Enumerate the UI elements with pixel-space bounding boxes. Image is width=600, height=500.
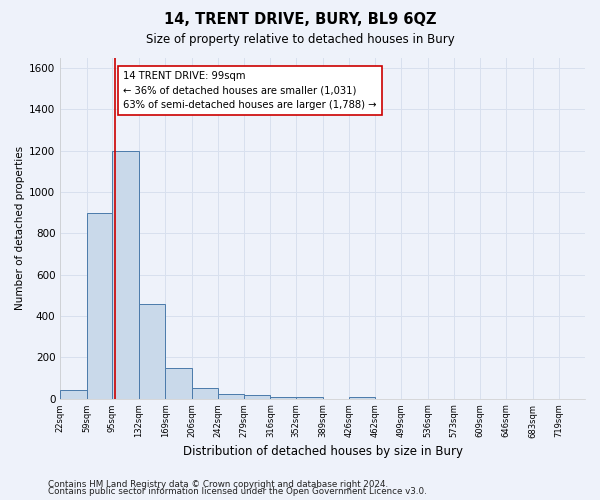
Bar xyxy=(166,368,192,398)
Bar xyxy=(112,150,139,398)
Bar xyxy=(192,388,218,398)
Y-axis label: Number of detached properties: Number of detached properties xyxy=(15,146,25,310)
Bar xyxy=(218,394,244,398)
Text: Size of property relative to detached houses in Bury: Size of property relative to detached ho… xyxy=(146,32,454,46)
Text: 14 TRENT DRIVE: 99sqm
← 36% of detached houses are smaller (1,031)
63% of semi-d: 14 TRENT DRIVE: 99sqm ← 36% of detached … xyxy=(123,71,377,110)
Text: 14, TRENT DRIVE, BURY, BL9 6QZ: 14, TRENT DRIVE, BURY, BL9 6QZ xyxy=(164,12,436,28)
Text: Contains HM Land Registry data © Crown copyright and database right 2024.: Contains HM Land Registry data © Crown c… xyxy=(48,480,388,489)
Bar xyxy=(87,212,112,398)
Bar xyxy=(60,390,87,398)
X-axis label: Distribution of detached houses by size in Bury: Distribution of detached houses by size … xyxy=(182,444,463,458)
Text: Contains public sector information licensed under the Open Government Licence v3: Contains public sector information licen… xyxy=(48,488,427,496)
Bar xyxy=(271,396,296,398)
Bar xyxy=(244,394,271,398)
Bar xyxy=(296,396,323,398)
Bar xyxy=(139,304,166,398)
Bar xyxy=(349,396,375,398)
